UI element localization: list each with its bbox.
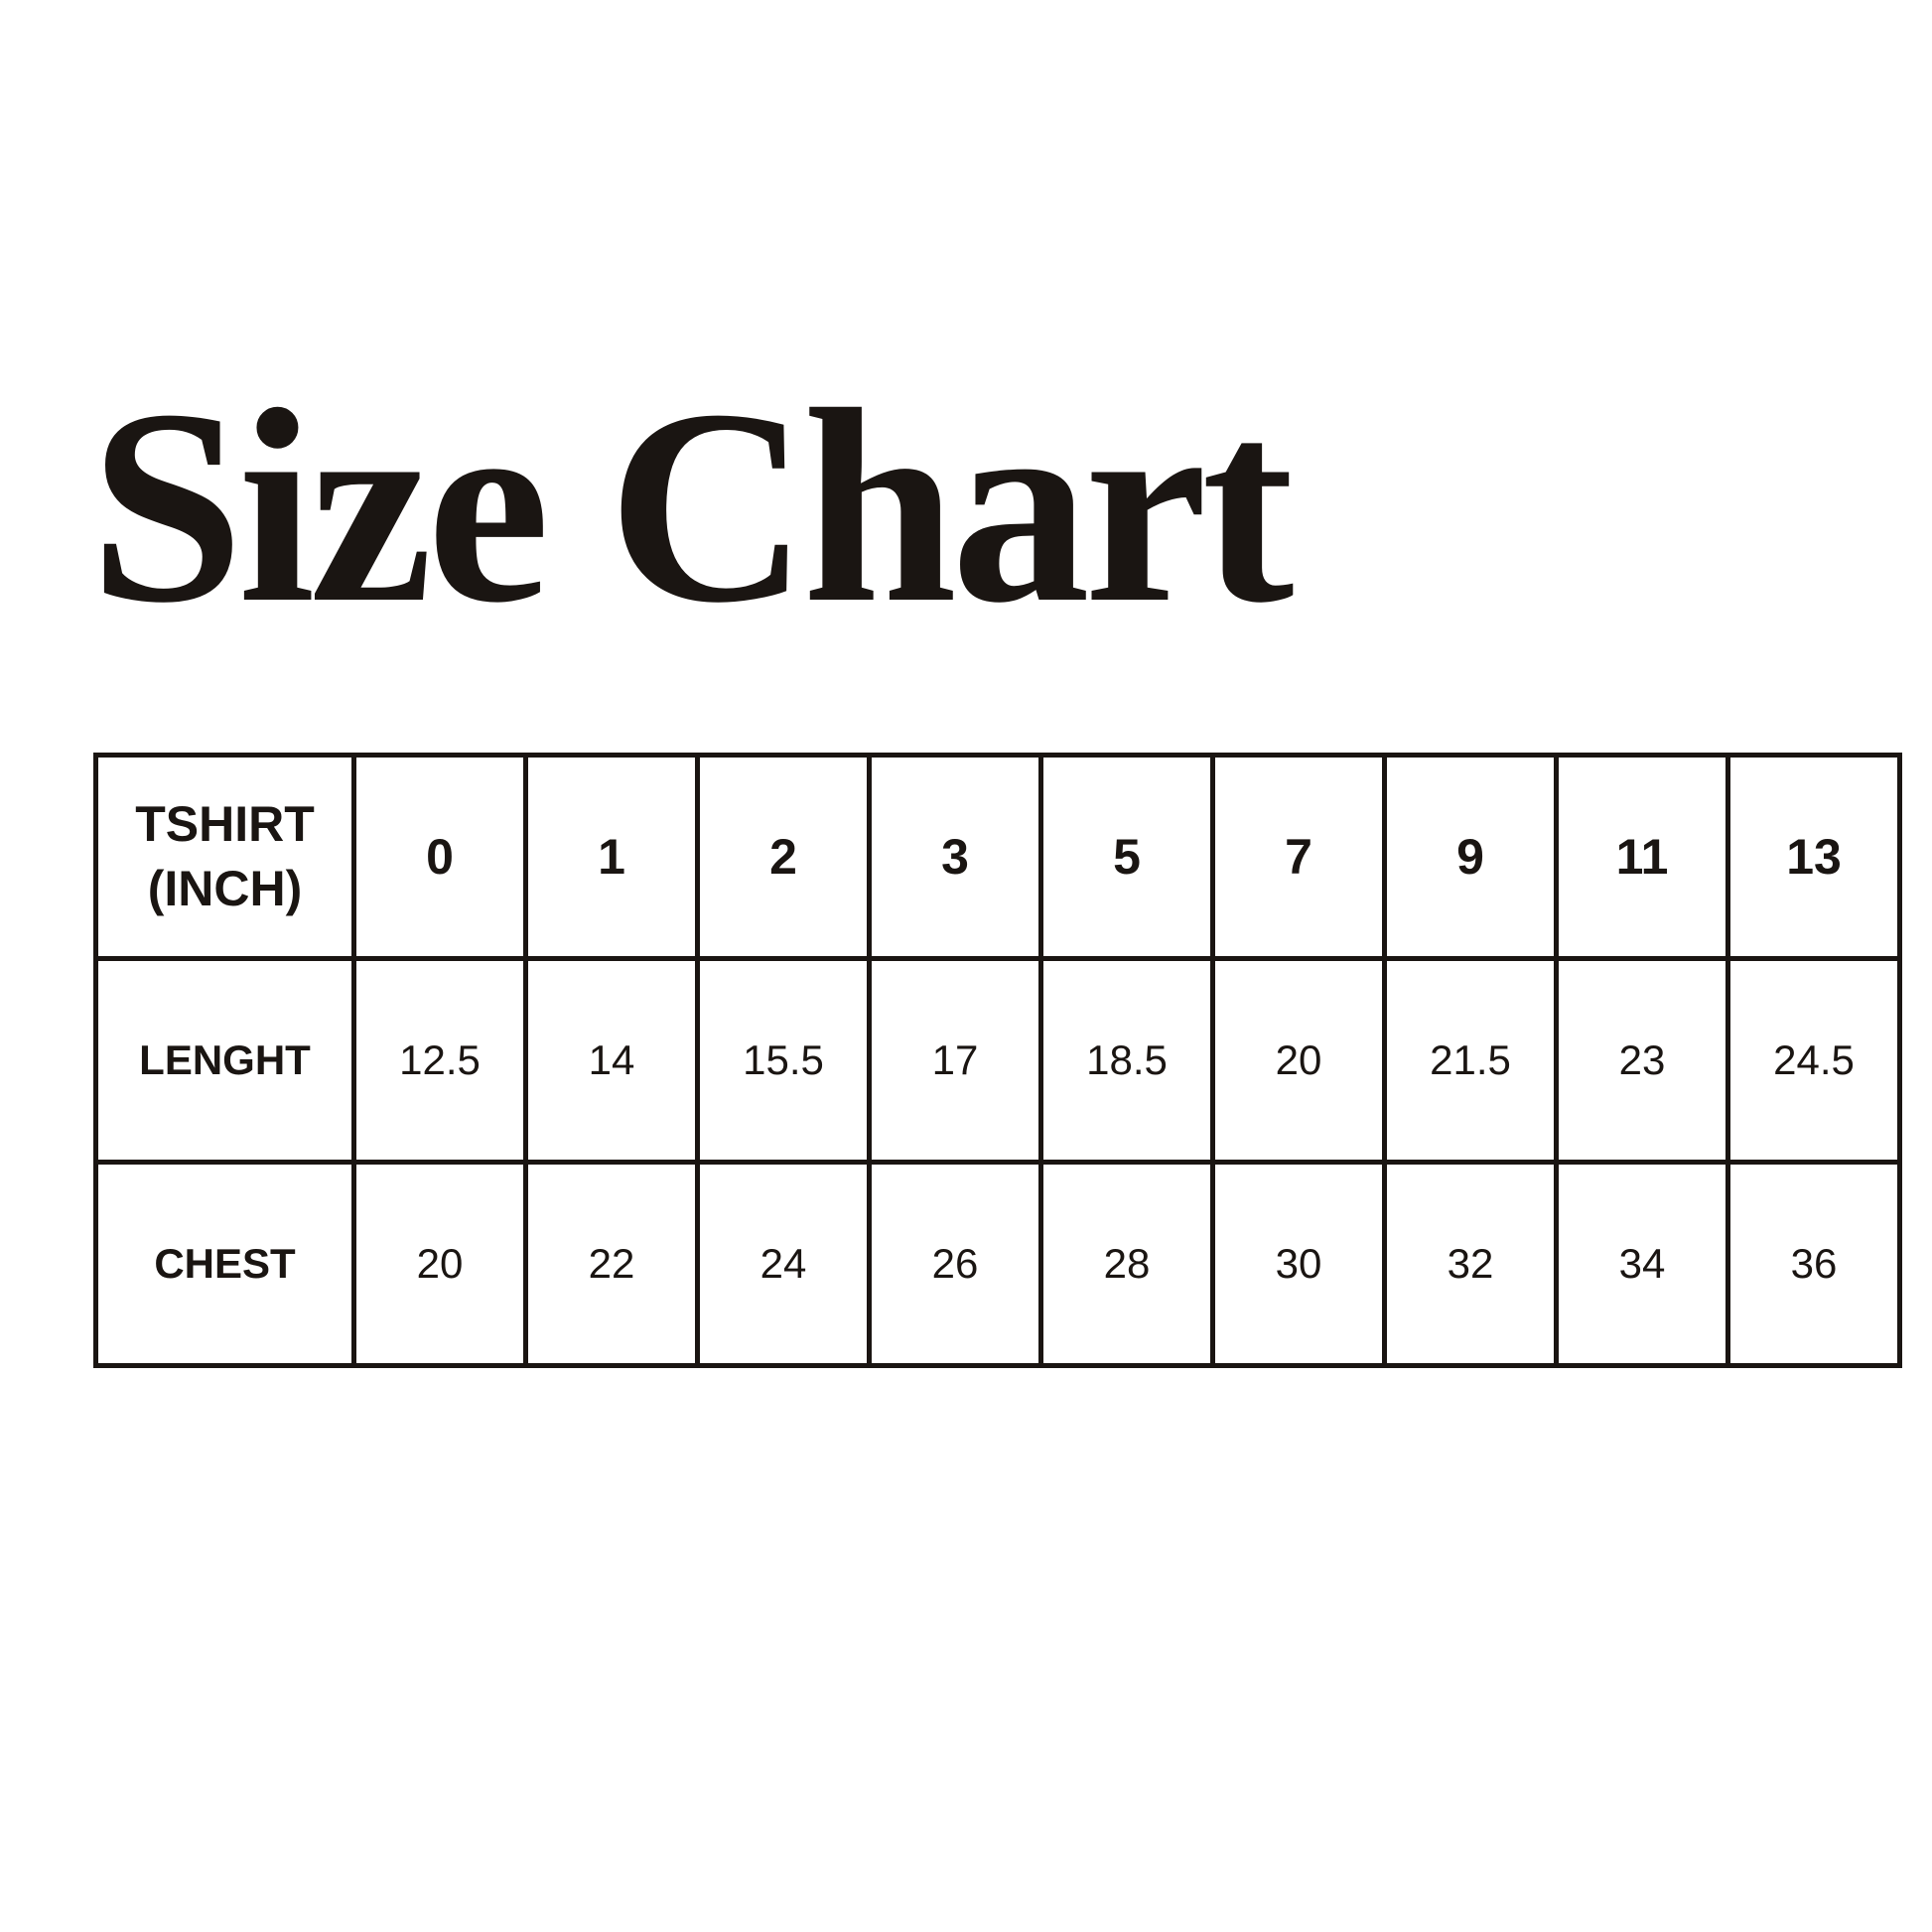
table-cell: 14 xyxy=(523,956,700,1165)
table-row-length: LENGHT 12.5 14 15.5 17 18.5 20 21.5 23 2… xyxy=(93,956,1902,1165)
header-label-cell: TSHIRT (INCH) xyxy=(93,753,356,961)
table-cell: 36 xyxy=(1725,1160,1902,1368)
table-cell: 28 xyxy=(1038,1160,1215,1368)
header-label-line1: TSHIRT xyxy=(135,796,315,852)
table-cell: 17 xyxy=(867,956,1043,1165)
table-cell: 32 xyxy=(1382,1160,1559,1368)
size-header: 2 xyxy=(695,753,872,961)
size-header: 9 xyxy=(1382,753,1559,961)
table-row-chest: CHEST 20 22 24 26 28 30 32 34 36 xyxy=(93,1160,1902,1368)
row-label: LENGHT xyxy=(93,956,356,1165)
size-header: 13 xyxy=(1725,753,1902,961)
table-cell: 23 xyxy=(1554,956,1730,1165)
size-chart-table: TSHIRT (INCH) 0 1 2 3 5 7 9 11 13 LENGHT… xyxy=(93,753,1902,1368)
page-title: Size Chart xyxy=(89,351,1295,660)
table-cell: 26 xyxy=(867,1160,1043,1368)
row-label: CHEST xyxy=(93,1160,356,1368)
table-cell: 20 xyxy=(1210,956,1387,1165)
header-label-line2: (INCH) xyxy=(147,861,303,916)
size-header: 3 xyxy=(867,753,1043,961)
table-cell: 20 xyxy=(351,1160,528,1368)
size-header: 0 xyxy=(351,753,528,961)
table-cell: 18.5 xyxy=(1038,956,1215,1165)
size-header: 11 xyxy=(1554,753,1730,961)
table-cell: 15.5 xyxy=(695,956,872,1165)
size-header: 5 xyxy=(1038,753,1215,961)
size-header: 7 xyxy=(1210,753,1387,961)
header-row: TSHIRT (INCH) 0 1 2 3 5 7 9 11 13 xyxy=(93,753,1902,961)
table-cell: 21.5 xyxy=(1382,956,1559,1165)
size-header: 1 xyxy=(523,753,700,961)
table-cell: 34 xyxy=(1554,1160,1730,1368)
table-cell: 24 xyxy=(695,1160,872,1368)
table-cell: 12.5 xyxy=(351,956,528,1165)
table-cell: 30 xyxy=(1210,1160,1387,1368)
table-cell: 24.5 xyxy=(1725,956,1902,1165)
table-cell: 22 xyxy=(523,1160,700,1368)
